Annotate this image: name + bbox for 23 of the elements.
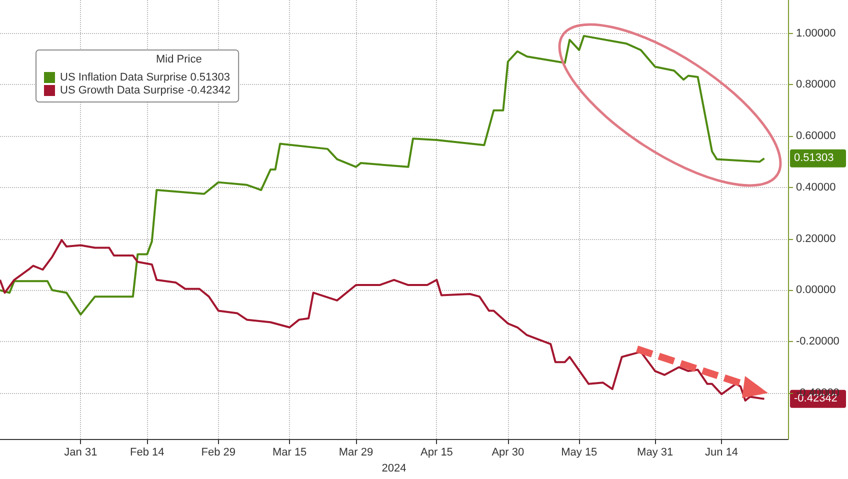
x-tick-label: Jun 14 xyxy=(705,446,738,459)
y-tick-label: 0.40000 xyxy=(796,181,836,194)
x-tick-label: May 15 xyxy=(561,446,598,459)
x-tick-label: Feb 29 xyxy=(201,446,236,459)
legend-label: US Growth Data Surprise -0.42342 xyxy=(60,84,231,96)
x-tick-label: Jan 31 xyxy=(64,446,98,459)
x-tick-label: Mar 15 xyxy=(272,446,307,459)
y-tick-label: 0.80000 xyxy=(796,78,836,91)
annotation: 0.51303 xyxy=(794,152,834,164)
x-tick-label: Feb 14 xyxy=(130,446,164,459)
y-tick-label: 0.60000 xyxy=(796,130,836,142)
y-tick-label: 0.00000 xyxy=(796,284,836,296)
x-tick-label: Apr 30 xyxy=(492,446,524,459)
line-series xyxy=(0,34,766,316)
x-tick-label: Apr 15 xyxy=(420,446,453,459)
x-axis-title: 2024 xyxy=(382,462,406,474)
legend-title: Mid Price xyxy=(156,54,202,66)
legend-label: US Inflation Data Surprise 0.51303 xyxy=(60,72,230,84)
x-tick-label: May 31 xyxy=(637,446,674,459)
y-tick-label: -0.20000 xyxy=(796,336,840,348)
x-tick-label: Mar 29 xyxy=(338,446,374,459)
y-tick-label: 0.20000 xyxy=(796,232,836,245)
y-tick-label: 1.00000 xyxy=(796,27,836,40)
